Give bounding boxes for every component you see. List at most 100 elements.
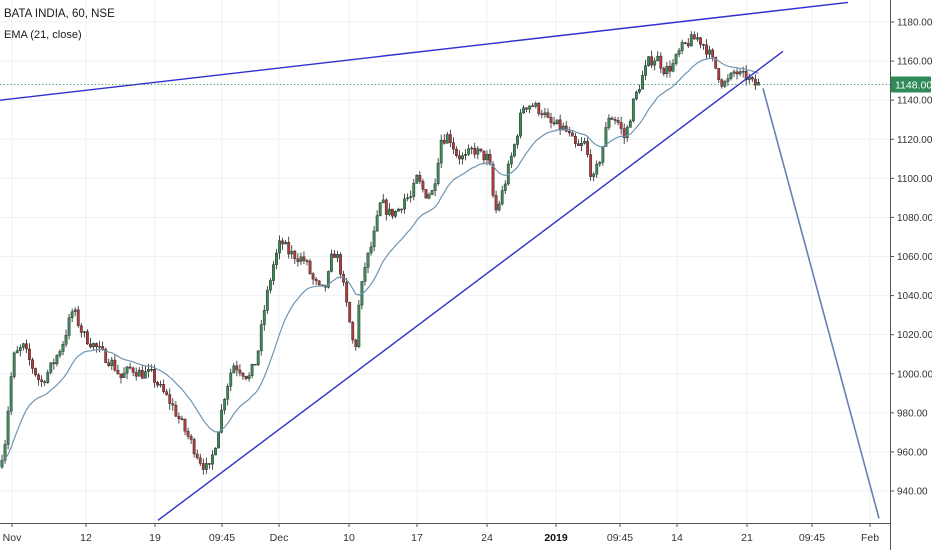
candle-body (403, 198, 406, 210)
candle-body (351, 322, 355, 341)
candle-body (708, 49, 712, 55)
candle-body (180, 418, 184, 420)
candle-body (418, 175, 422, 182)
candle-body (525, 107, 529, 110)
candle-body (452, 142, 455, 150)
candle-body (70, 311, 74, 318)
candle-body (577, 143, 580, 146)
time-tick-label: 21 (741, 532, 753, 544)
candle-body (757, 82, 760, 86)
candle-body (296, 258, 300, 262)
candle-body (6, 410, 10, 445)
candle-body (674, 54, 678, 64)
candle-body (598, 162, 602, 165)
price-tick-label: 1000.00 (897, 369, 932, 380)
candle-body (217, 432, 220, 449)
trendline-drawings[interactable] (0, 1, 890, 521)
candle-body (494, 195, 498, 211)
candle-body (644, 65, 647, 76)
candle-body (631, 98, 635, 122)
price-tick-label: 1020.00 (897, 330, 932, 341)
candle-body (165, 391, 169, 395)
price-tick-label: 1180.00 (897, 18, 932, 29)
candle-body (516, 135, 519, 145)
candle-body (229, 372, 233, 387)
candle-body (31, 359, 34, 369)
candle-body (720, 79, 724, 87)
time-tick-label: 17 (411, 532, 423, 544)
candle-body (85, 331, 89, 345)
candle-body (610, 117, 614, 120)
price-tick-label: 940.00 (897, 487, 928, 498)
time-tick-label: 09:45 (799, 532, 825, 544)
candle-body (214, 447, 217, 456)
candle-body (211, 454, 214, 465)
candle-body (198, 457, 202, 464)
candle-body (12, 352, 16, 377)
last-price-label: 1148.00 (895, 80, 932, 92)
candle-body (174, 404, 178, 417)
candle-body (366, 252, 370, 268)
candle-body (699, 37, 702, 45)
candle-body (387, 208, 391, 215)
candlestick-series (0, 31, 760, 475)
candle-body (40, 379, 44, 382)
price-tick-label: 1040.00 (897, 291, 932, 302)
candle-body (302, 256, 306, 261)
candle-body (238, 369, 242, 374)
candle-body (61, 344, 65, 352)
candle-body (519, 112, 522, 137)
candle-body (433, 183, 437, 191)
candle-body (357, 304, 361, 347)
candle-body (259, 324, 263, 352)
candle-body (473, 147, 477, 155)
candle-body (616, 120, 620, 123)
candle-body (662, 68, 666, 75)
candle-body (140, 370, 144, 379)
candle-body (113, 359, 117, 371)
candle-body (628, 120, 632, 128)
candle-body (287, 241, 291, 255)
time-tick-label: Dec (270, 532, 289, 544)
candle-body (49, 362, 53, 373)
candle-body (509, 155, 513, 165)
candle-body (543, 112, 547, 115)
candle-body (330, 253, 333, 272)
candle-body (491, 163, 495, 196)
candle-body (43, 381, 47, 383)
candle-body (326, 271, 330, 288)
candle-body (635, 91, 638, 100)
time-tick-label: 09:45 (209, 532, 235, 544)
candle-body (92, 343, 95, 348)
candle-body (0, 460, 4, 468)
indicator-legend[interactable]: EMA (21, close) (4, 29, 82, 41)
candle-body (363, 267, 367, 282)
candle-body (378, 202, 382, 216)
candle-body (503, 183, 507, 191)
candle-body (638, 89, 641, 93)
candle-body (235, 365, 239, 371)
candle-body (580, 143, 583, 146)
candle-body (192, 439, 196, 455)
candle-body (384, 199, 388, 215)
candle-body (409, 196, 413, 198)
candle-body (372, 230, 376, 248)
time-tick-label: Nov (3, 532, 22, 544)
candle-body (549, 117, 553, 123)
candle-body (67, 317, 71, 336)
candle-body (64, 335, 68, 345)
candle-body (46, 372, 50, 383)
candle-body (436, 162, 440, 184)
candle-body (537, 103, 541, 114)
candle-body (55, 355, 59, 365)
ema-21-line (1, 57, 759, 461)
lower-trendline (157, 50, 784, 521)
time-tick-label: 24 (481, 532, 493, 544)
candle-body (479, 148, 483, 152)
candle-body (741, 70, 745, 73)
candle-body (281, 240, 284, 245)
candle-body (204, 463, 208, 470)
candle-body (146, 369, 150, 372)
candle-body (299, 256, 303, 262)
